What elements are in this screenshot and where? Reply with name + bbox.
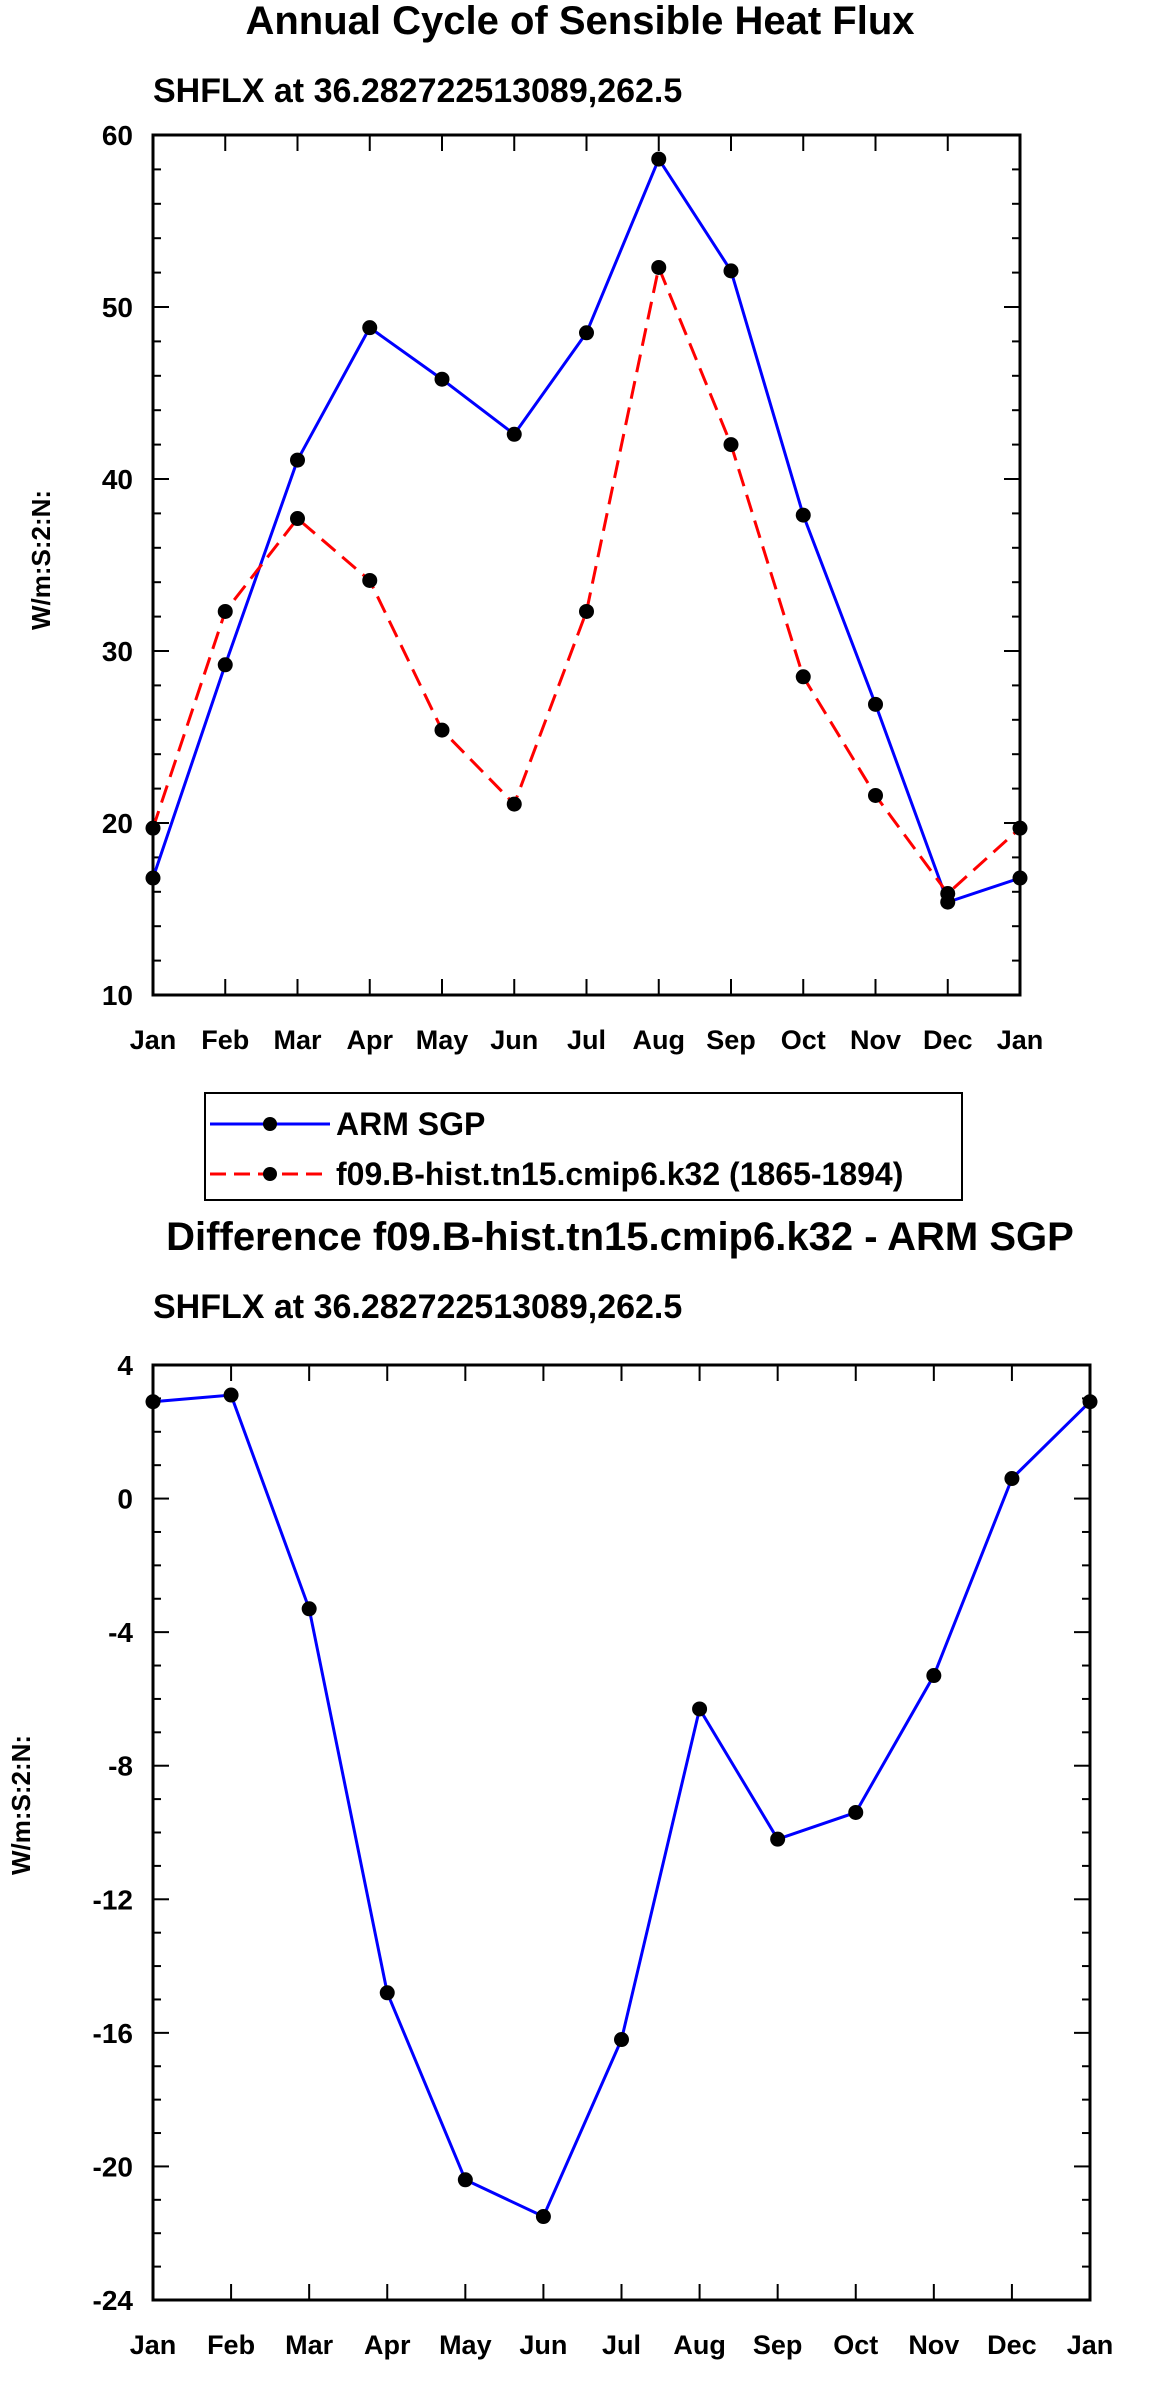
chart1-plot-area: Jan Feb Mar Apr May Jun Jul Aug Sep Oct Nov Dec Jan 1… bbox=[102, 120, 1043, 1055]
chart1-xtick-label: Nov bbox=[850, 1025, 901, 1055]
chart2-series-0-point bbox=[379, 1985, 395, 2001]
chart1-series-1-point bbox=[940, 886, 956, 902]
chart2-xtick-label: Jun bbox=[519, 2330, 567, 2360]
chart2-xtick-label: Jan bbox=[130, 2330, 177, 2360]
chart1-ytick-label: 60 bbox=[102, 120, 133, 151]
chart2-series-0-point bbox=[614, 2032, 629, 2048]
chart1-series-1-point bbox=[217, 603, 233, 619]
chart2-series-line-0 bbox=[152, 1393, 1092, 2219]
chart1-series-0-point bbox=[434, 371, 450, 387]
chart1-xtick-label: Jun bbox=[490, 1025, 538, 1055]
legend-marker-model bbox=[263, 1167, 277, 1181]
chart1-series-0-point bbox=[362, 320, 378, 336]
chart1-xtick-label: Aug bbox=[633, 1025, 685, 1055]
chart1-subtitle: SHFLX at 36.282722513089,262.5 bbox=[153, 72, 682, 110]
chart2-series-0-point bbox=[223, 1387, 239, 1403]
chart2-series-0-point bbox=[692, 1701, 708, 1717]
chart1-xtick-label: Feb bbox=[201, 1025, 249, 1055]
chart1-series-1-point bbox=[434, 722, 450, 738]
chart1-series-1-point bbox=[145, 820, 161, 836]
chart1-ytick-label: 40 bbox=[102, 464, 133, 495]
chart1-xtick-label: Sep bbox=[706, 1025, 756, 1055]
chart2-frame bbox=[151, 1363, 1092, 2302]
chart1-xtick-label: May bbox=[416, 1025, 469, 1055]
chart2-series-0-point bbox=[1004, 1471, 1020, 1487]
chart2-ytick-label: -4 bbox=[108, 1617, 133, 1648]
chart2-xtick-label: Oct bbox=[833, 2330, 878, 2360]
chart2-xtick-label: Feb bbox=[207, 2330, 255, 2360]
legend-label-arm: ARM SGP bbox=[336, 1106, 485, 1142]
chart2-plot-area: Jan Feb Mar Apr May Jun Jul Aug Sep Oct Nov Dec Jan -… bbox=[93, 1350, 1114, 2360]
chart1-series-line-1 bbox=[151, 262, 1022, 896]
chart1-xtick-label: Jan bbox=[997, 1025, 1044, 1055]
chart1-series-0-point bbox=[1012, 870, 1028, 886]
chart1-series-1-point bbox=[651, 259, 667, 275]
chart1-series-0-point bbox=[217, 657, 233, 673]
chart1-series-0-point bbox=[723, 263, 739, 279]
chart2-series-0-point bbox=[457, 2172, 473, 2188]
chart1-series-1-point bbox=[723, 437, 739, 453]
chart1-xtick-label: Mar bbox=[273, 1025, 322, 1055]
chart2-xtick-label: Dec bbox=[987, 2330, 1037, 2360]
legend-marker-arm bbox=[263, 1117, 277, 1131]
chart1-title: Annual Cycle of Sensible Heat Flux bbox=[245, 0, 914, 43]
chart2-series-0-point bbox=[145, 1394, 161, 1410]
chart2-ytick-label: -20 bbox=[93, 2151, 133, 2182]
chart2-ytick-label: -16 bbox=[93, 2018, 133, 2049]
chart2-xtick-label: Mar bbox=[285, 2330, 334, 2360]
chart2-series-0-point bbox=[301, 1601, 317, 1617]
chart1-xtick-label: Dec bbox=[923, 1025, 973, 1055]
chart2-series-0-point bbox=[1082, 1394, 1098, 1410]
chart1-ytick-label: 10 bbox=[102, 980, 133, 1011]
chart1-ylabel: W/m:S:2:N: bbox=[26, 490, 56, 630]
chart1-series-1-point bbox=[868, 787, 883, 803]
legend-box bbox=[204, 1092, 963, 1201]
chart2-ytick-label: -8 bbox=[108, 1751, 133, 1782]
chart2-series-0-point bbox=[926, 1668, 942, 1684]
chart2-xtick-label: Jan bbox=[1067, 2330, 1114, 2360]
chart1-series-1-point bbox=[362, 572, 378, 588]
chart1-xtick-label: Oct bbox=[781, 1025, 826, 1055]
chart1-series-0-point bbox=[145, 870, 161, 886]
chart2-series-0-point bbox=[535, 2209, 551, 2225]
chart1-series-1-point bbox=[795, 669, 811, 685]
chart1-ytick-label: 50 bbox=[102, 292, 133, 323]
legend: ARM SGP f09.B-hist.tn15.cmip6.k32 (1865-… bbox=[204, 1092, 963, 1201]
chart1-series-1-point bbox=[506, 796, 522, 812]
chart1-series-0-point bbox=[290, 452, 305, 468]
chart2-xtick-label: Nov bbox=[908, 2330, 959, 2360]
legend-label-model: f09.B-hist.tn15.cmip6.k32 (1865-1894) bbox=[336, 1156, 903, 1192]
chart2-xtick-label: Jul bbox=[602, 2330, 641, 2360]
chart1-series-0-point bbox=[795, 507, 811, 523]
chart1-series-1-point bbox=[579, 603, 594, 619]
chart1-series-1-point bbox=[1012, 820, 1028, 836]
chart1-series-0-point bbox=[868, 696, 883, 712]
chart1-ytick-label: 30 bbox=[102, 636, 133, 667]
chart1-series-0-point bbox=[579, 325, 594, 341]
chart2-title: Difference f09.B-hist.tn15.cmip6.k32 - A… bbox=[166, 1215, 1074, 1259]
chart1-series-0-point bbox=[651, 151, 667, 167]
chart1-series-line-0 bbox=[151, 155, 1021, 905]
chart2-series-0-point bbox=[770, 1831, 786, 1847]
chart1-frame bbox=[151, 133, 1022, 997]
chart2-ytick-label: -24 bbox=[93, 2285, 134, 2316]
chart1-xtick-label: Jul bbox=[567, 1025, 606, 1055]
chart1-xtick-label: Apr bbox=[347, 1025, 394, 1055]
chart2-series-0-point bbox=[848, 1804, 864, 1820]
chart1-series-1-point bbox=[290, 511, 305, 527]
chart2-ytick-label: -12 bbox=[93, 1884, 133, 1915]
chart2-ytick-label: 4 bbox=[117, 1350, 133, 1381]
chart2-xtick-label: Aug bbox=[673, 2330, 725, 2360]
chart2-ylabel: W/m:S:2:N: bbox=[6, 1735, 36, 1875]
chart2-xtick-label: May bbox=[439, 2330, 492, 2360]
chart1-ytick-label: 20 bbox=[102, 808, 133, 839]
chart1-xtick-label: Jan bbox=[130, 1025, 177, 1055]
chart2-xtick-label: Sep bbox=[753, 2330, 803, 2360]
chart2-subtitle: SHFLX at 36.282722513089,262.5 bbox=[153, 1288, 682, 1326]
chart2-xtick-label: Apr bbox=[364, 2330, 411, 2360]
chart2-ytick-label: 0 bbox=[117, 1484, 133, 1515]
chart1-series-0-point bbox=[506, 426, 522, 442]
